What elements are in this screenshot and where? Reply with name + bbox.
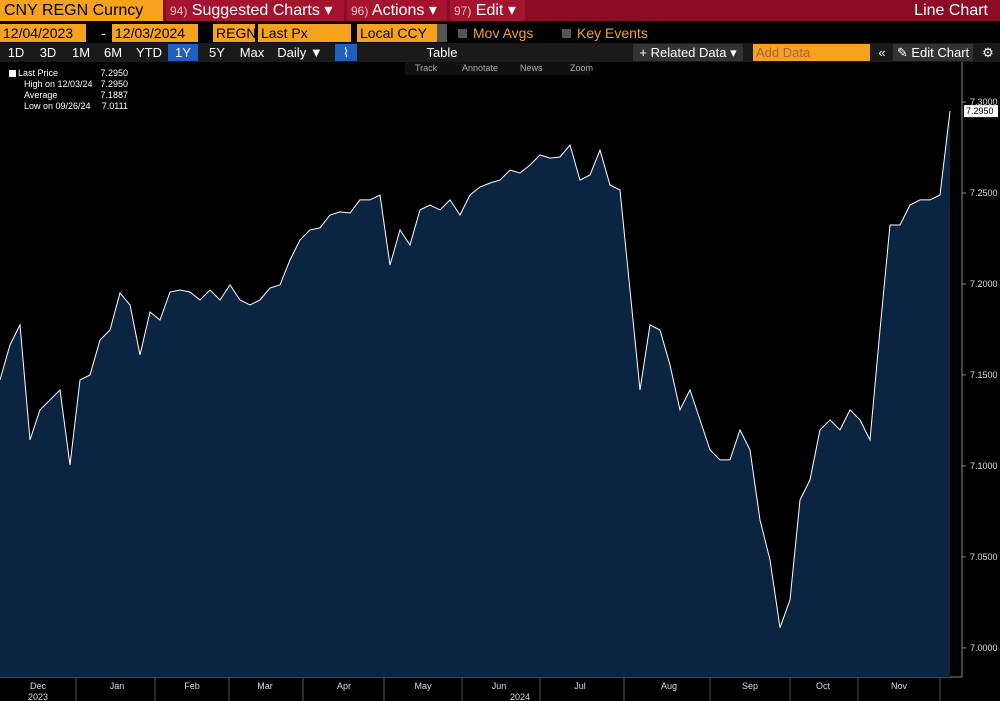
x-tick-label: Aug bbox=[661, 681, 677, 691]
legend-label: Low on 09/26/24 bbox=[24, 101, 91, 111]
period-button[interactable]: 1D bbox=[7, 45, 25, 60]
y-tick-label: 7.1000 bbox=[970, 461, 998, 471]
period-button[interactable]: Max bbox=[239, 45, 265, 60]
start-date[interactable]: 12/04/2023 bbox=[0, 24, 86, 42]
legend-label: High on 12/03/24 bbox=[24, 79, 93, 89]
x-tick-label: Jul bbox=[574, 681, 586, 691]
date-separator: - bbox=[101, 25, 106, 41]
end-date[interactable]: 12/03/2024 bbox=[112, 24, 198, 42]
tool-strip: Track Annotate News Zoom bbox=[405, 62, 594, 75]
last-value-box bbox=[964, 105, 998, 118]
y-tick-label: 7.2500 bbox=[970, 188, 998, 198]
x-tick-label: Jun bbox=[492, 681, 507, 691]
tool[interactable]: Annotate bbox=[462, 63, 499, 73]
y-tick-label: 7.0000 bbox=[970, 643, 998, 653]
related-label: Related Data bbox=[650, 45, 727, 60]
x-tick-label: Jan bbox=[110, 681, 125, 691]
menu-label: Suggested Charts bbox=[191, 2, 320, 19]
x-tick-label: Sep bbox=[742, 681, 758, 691]
legend-label: Last Price bbox=[18, 68, 59, 78]
frequency-label: Daily bbox=[277, 45, 307, 60]
axis-panel bbox=[962, 62, 1000, 701]
y-tick-label: 7.3000 bbox=[970, 97, 998, 107]
legend-value: 7.2950 bbox=[100, 68, 128, 78]
related-data[interactable]: + Related Data ▾ bbox=[633, 44, 743, 61]
field[interactable]: Last Px bbox=[258, 24, 351, 42]
menu[interactable]: 96) Actions ▾ bbox=[347, 0, 447, 21]
legend-label: Average bbox=[24, 90, 58, 100]
chart: 7.0000 7.0500 7.1000 7.1500 7.2000 7.2500 7.30… bbox=[0, 62, 1000, 701]
x-tick-label: Feb bbox=[184, 681, 200, 691]
period-button[interactable]: 6M bbox=[103, 45, 123, 60]
x-tick-label: May bbox=[414, 681, 432, 691]
legend: Last Price 7.2950 High on 12/03/24 7.2950 Av… bbox=[6, 66, 132, 116]
y-tick-label: 7.0500 bbox=[970, 552, 998, 562]
menu[interactable]: 94) Suggested Charts ▾ bbox=[166, 0, 344, 21]
menu-num: 96) bbox=[351, 4, 369, 18]
dropdown[interactable] bbox=[437, 24, 447, 42]
checkbox[interactable] bbox=[458, 29, 467, 38]
chart-kind: Line Chart bbox=[914, 2, 988, 19]
menu-num: 94) bbox=[170, 4, 188, 18]
period-bar bbox=[0, 43, 1000, 62]
period-button[interactable]: 5Y bbox=[209, 45, 225, 60]
add-data[interactable]: Add Data bbox=[753, 44, 870, 61]
legend-value: 7.0111 bbox=[101, 101, 128, 111]
y-tick-label: 7.1500 bbox=[970, 370, 998, 380]
currency[interactable]: Local CCY bbox=[357, 24, 437, 42]
checkbox[interactable] bbox=[562, 29, 571, 38]
x-tick-label: Dec bbox=[30, 681, 47, 691]
x-tick-label: Mar bbox=[257, 681, 273, 691]
last-value-label: 7.2950 bbox=[966, 106, 994, 116]
x-tick-label: Oct bbox=[816, 681, 831, 691]
legend-swatch bbox=[9, 70, 16, 77]
table-button[interactable]: Table bbox=[426, 45, 458, 60]
ticker[interactable]: REGN bbox=[213, 24, 256, 42]
edit-chart[interactable]: ✎ Edit Chart bbox=[893, 44, 973, 61]
mov-avgs[interactable]: Mov Avgs bbox=[473, 25, 534, 41]
price-line bbox=[0, 111, 951, 628]
chart-icon[interactable]: ⌇ bbox=[335, 44, 357, 61]
y-tick-label: 7.2000 bbox=[970, 279, 998, 289]
collapse[interactable]: « bbox=[878, 45, 886, 60]
edit-label: Edit Chart bbox=[911, 45, 970, 60]
period-button[interactable]: 1Y bbox=[168, 44, 198, 61]
legend-value: 7.1887 bbox=[100, 90, 128, 100]
period-button[interactable]: 1M bbox=[71, 45, 91, 60]
period-button[interactable]: YTD bbox=[136, 45, 162, 60]
year-label: 2024 bbox=[510, 692, 530, 701]
area-fill bbox=[0, 111, 950, 678]
tool[interactable]: News bbox=[520, 63, 543, 73]
menu-label: Edit bbox=[475, 2, 504, 19]
tool[interactable]: Zoom bbox=[570, 63, 594, 73]
menu[interactable]: 97) Edit ▾ bbox=[450, 0, 525, 21]
settings[interactable]: ⚙ bbox=[982, 45, 994, 60]
period-button[interactable]: 3D bbox=[39, 45, 57, 60]
security[interactable]: CNY REGN Curncy bbox=[0, 0, 163, 21]
tool[interactable]: Track bbox=[415, 63, 438, 73]
x-tick-label: Apr bbox=[337, 681, 351, 691]
menu-num: 97) bbox=[454, 4, 472, 18]
key-events[interactable]: Key Events bbox=[577, 25, 648, 41]
year-label: 2023 bbox=[28, 692, 48, 701]
legend-value: 7.2950 bbox=[100, 79, 128, 89]
menu-label: Actions bbox=[371, 2, 425, 19]
frequency[interactable]: Daily ▼ bbox=[277, 45, 323, 60]
x-tick-label: Nov bbox=[891, 681, 908, 691]
